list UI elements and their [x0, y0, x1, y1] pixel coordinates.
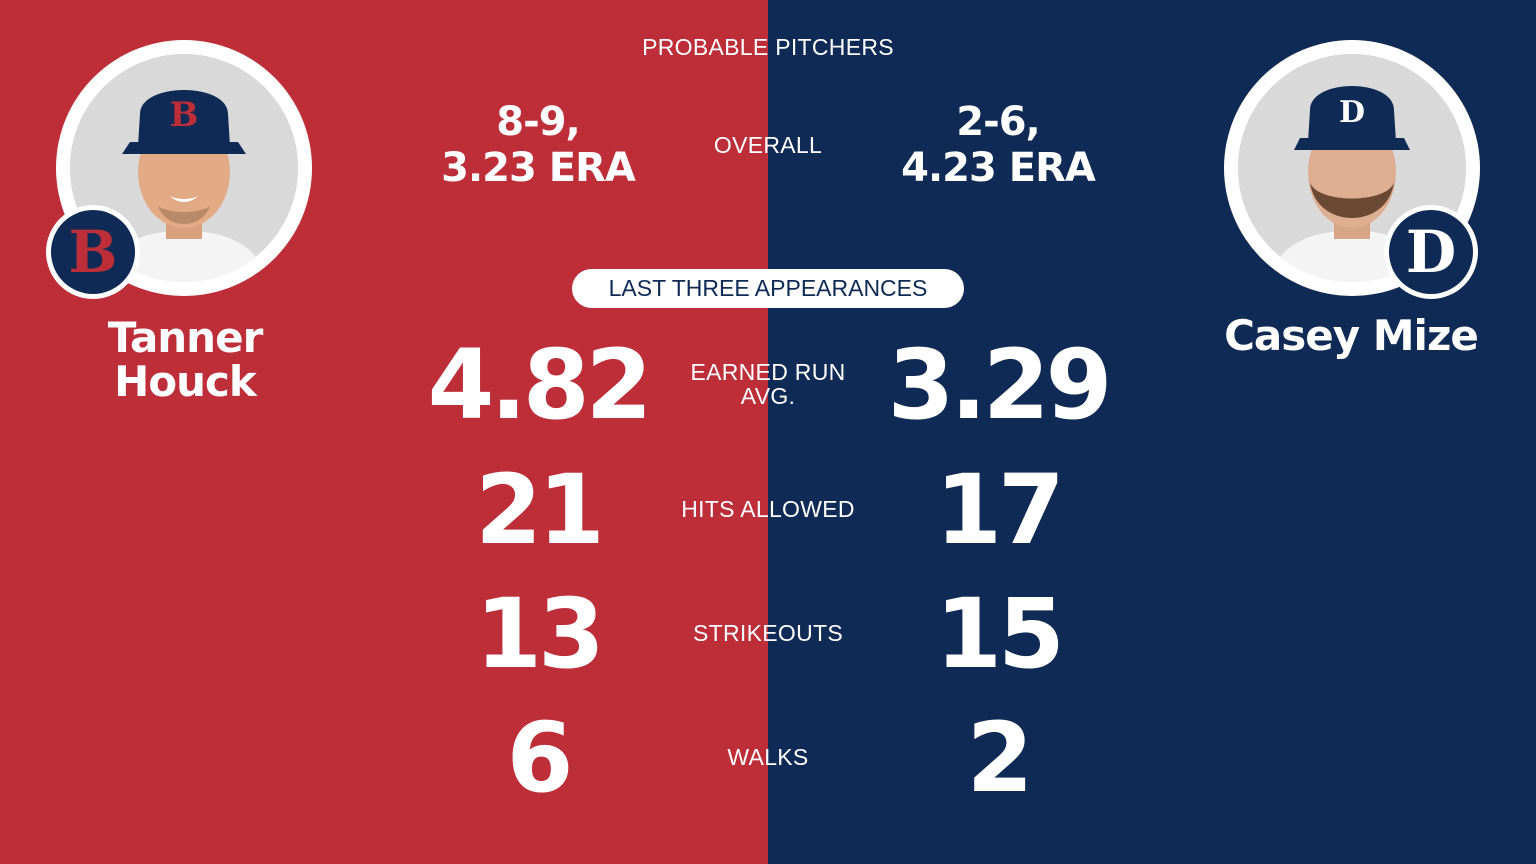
era-label-line1: EARNED RUN — [690, 359, 846, 385]
away-record-wl: 2-6, — [956, 99, 1040, 145]
svg-text:B: B — [170, 95, 199, 135]
era-label: EARNED RUN AVG. — [618, 360, 918, 408]
away-team-logo: D — [1384, 205, 1478, 299]
player-headshot-icon: B — [70, 54, 298, 282]
walks-label: WALKS — [727, 744, 809, 770]
away-walks-value: 2 — [966, 702, 1034, 814]
home-team-logo: B — [46, 205, 140, 299]
away-player-name: Casey Mize — [1224, 311, 1479, 360]
away-strikeouts-value: 15 — [935, 578, 1065, 690]
svg-text:D: D — [1339, 95, 1365, 130]
away-overall-record: 2-6, 4.23 ERA — [868, 99, 1128, 191]
away-hits-value: 17 — [935, 454, 1065, 566]
page-title: PROBABLE PITCHERS — [642, 34, 894, 60]
home-strikeouts-value: 13 — [475, 578, 605, 690]
tigers-logo-icon: D — [1389, 210, 1473, 294]
away-record-era: 4.23 ERA — [901, 145, 1096, 191]
red-sox-logo-icon: B — [51, 210, 135, 294]
home-walks-value: 6 — [506, 702, 574, 814]
home-hits-value: 21 — [475, 454, 605, 566]
home-player-first-name: Tanner — [107, 313, 264, 362]
home-overall-record: 8-9, 3.23 ERA — [408, 99, 668, 191]
strikeouts-label: STRIKEOUTS — [693, 620, 843, 646]
home-player-last-name: Houck — [114, 357, 257, 406]
last-three-appearances-pill: LAST THREE APPEARANCES — [572, 269, 964, 308]
home-era-value: 4.82 — [427, 329, 653, 441]
home-record-wl: 8-9, — [496, 99, 580, 145]
hits-allowed-label: HITS ALLOWED — [681, 496, 855, 522]
home-record-era: 3.23 ERA — [441, 145, 636, 191]
era-label-line2: AVG. — [740, 383, 796, 409]
overall-label: OVERALL — [713, 132, 823, 158]
home-player-name: Tanner Houck — [60, 316, 310, 404]
away-era-value: 3.29 — [887, 329, 1113, 441]
